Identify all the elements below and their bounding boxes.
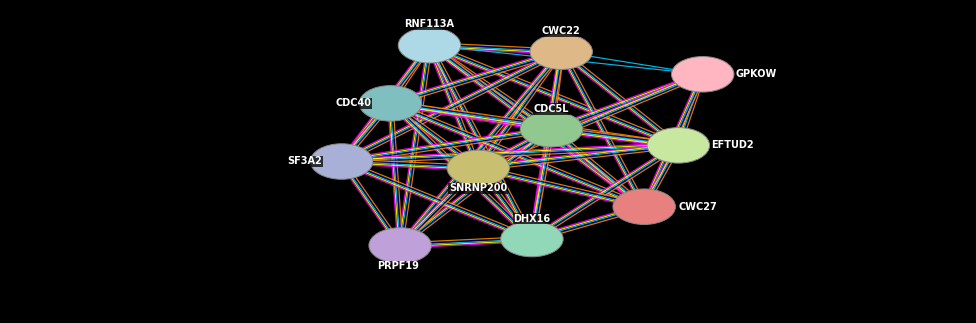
Text: CDC5L: CDC5L	[534, 104, 569, 114]
Text: RNF113A: RNF113A	[404, 19, 455, 29]
Text: EFTUD2: EFTUD2	[711, 141, 753, 150]
Text: CWC27: CWC27	[678, 202, 717, 212]
Text: CWC22: CWC22	[542, 26, 581, 36]
Text: PRPF19: PRPF19	[378, 262, 419, 271]
Ellipse shape	[447, 150, 509, 186]
Ellipse shape	[369, 228, 431, 263]
Ellipse shape	[647, 128, 710, 163]
Text: GPKOW: GPKOW	[736, 69, 777, 79]
Text: DHX16: DHX16	[513, 214, 550, 224]
Ellipse shape	[613, 189, 675, 224]
Ellipse shape	[530, 34, 592, 69]
Text: SF3A2: SF3A2	[287, 157, 322, 166]
Text: CDC40: CDC40	[336, 99, 371, 108]
Ellipse shape	[359, 86, 422, 121]
Ellipse shape	[671, 57, 734, 92]
Ellipse shape	[310, 144, 373, 179]
Ellipse shape	[398, 27, 461, 63]
Ellipse shape	[520, 111, 583, 147]
Ellipse shape	[501, 221, 563, 257]
Text: SNRNP200: SNRNP200	[449, 183, 508, 193]
